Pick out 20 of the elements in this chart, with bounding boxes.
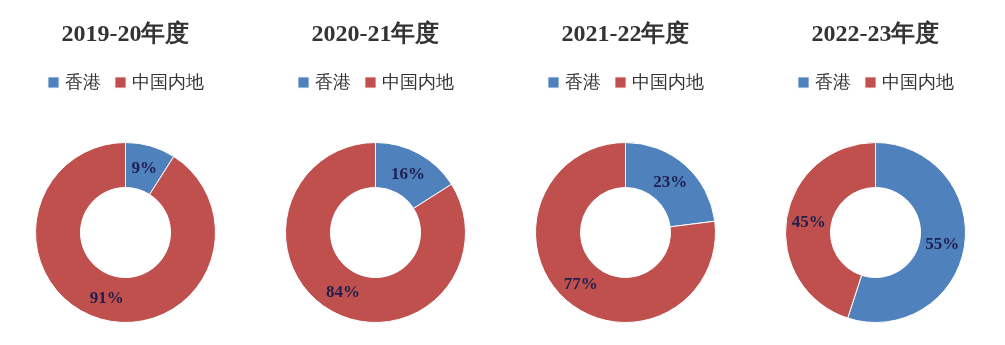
chart-title: 2020-21年度	[311, 19, 440, 46]
legend-label: 中国内地	[882, 71, 954, 94]
legend-label: 香港	[65, 71, 101, 94]
legend-label: 中国内地	[632, 71, 704, 94]
legend-label: 中国内地	[132, 71, 204, 94]
chart-title: 2021-22年度	[561, 19, 690, 46]
legend-label: 香港	[565, 71, 601, 94]
legend-label: 中国内地	[382, 71, 454, 94]
chart-title: 2019-20年度	[61, 19, 190, 46]
data-label: 9%	[131, 158, 158, 178]
data-label: 23%	[653, 172, 688, 192]
legend-label: 香港	[315, 71, 351, 94]
data-label: 91%	[89, 287, 124, 307]
data-label: 55%	[925, 233, 960, 253]
data-label: 84%	[325, 282, 360, 302]
data-label: 77%	[563, 273, 598, 293]
chart-title: 2022-23年度	[811, 19, 940, 46]
data-label: 45%	[791, 212, 826, 232]
data-label: 16%	[391, 163, 426, 183]
legend-label: 香港	[815, 71, 851, 94]
